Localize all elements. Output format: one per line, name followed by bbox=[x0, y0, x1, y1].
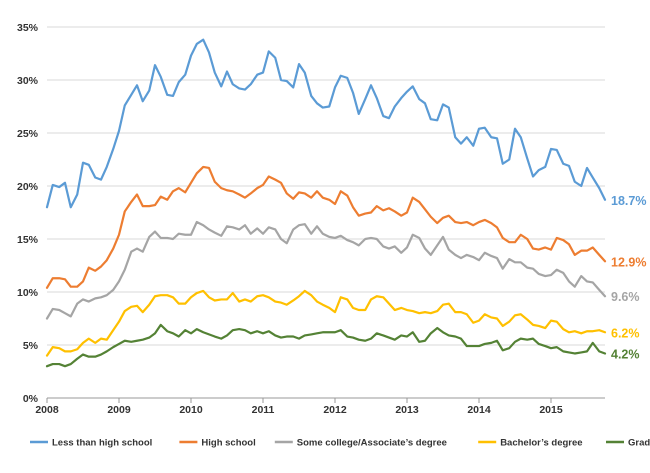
series-end-label: 9.6% bbox=[611, 290, 640, 304]
x-tick-label: 2009 bbox=[107, 404, 131, 416]
series-line-2 bbox=[45, 220, 607, 320]
legend-label: Graduate degree bbox=[628, 438, 650, 449]
legend-label: Bachelor’s degree bbox=[500, 438, 582, 449]
legend-label: Some college/Associate’s degree bbox=[297, 438, 447, 449]
series-line-3 bbox=[45, 289, 607, 357]
y-tick-label: 30% bbox=[17, 75, 39, 87]
y-tick-label: 35% bbox=[17, 22, 39, 34]
y-tick-label: 15% bbox=[17, 234, 39, 246]
y-tick-label: 20% bbox=[17, 181, 39, 193]
legend-label: Less than high school bbox=[52, 438, 152, 449]
x-tick-label: 2013 bbox=[395, 404, 419, 416]
x-tick-label: 2008 bbox=[35, 404, 59, 416]
series-end-label: 12.9% bbox=[611, 255, 646, 269]
x-tick-label: 2012 bbox=[323, 404, 347, 416]
series-end-label: 4.2% bbox=[611, 347, 640, 361]
series-line-0 bbox=[45, 38, 607, 209]
series-end-label: 6.2% bbox=[611, 326, 640, 340]
series-line-1 bbox=[45, 165, 607, 289]
y-tick-label: 10% bbox=[17, 287, 39, 299]
x-tick-label: 2011 bbox=[252, 404, 275, 416]
series-end-label: 18.7% bbox=[611, 194, 646, 208]
x-tick-label: 2010 bbox=[179, 404, 203, 416]
x-tick-label: 2014 bbox=[467, 404, 491, 416]
x-tick-label: 2015 bbox=[539, 404, 563, 416]
series-line-4 bbox=[45, 323, 607, 368]
legend-label: High school bbox=[201, 438, 255, 449]
y-tick-label: 5% bbox=[23, 340, 39, 352]
y-tick-label: 25% bbox=[17, 128, 39, 140]
y-tick-label: 0% bbox=[23, 393, 39, 405]
